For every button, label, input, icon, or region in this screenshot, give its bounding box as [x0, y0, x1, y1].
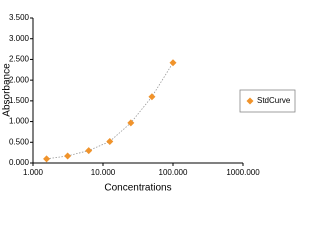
- y-tick-label: 3.000: [9, 34, 30, 43]
- x-tick-label: 1000.000: [226, 168, 260, 177]
- y-axis-label: Absorbance: [2, 63, 13, 117]
- page: Concentrations Absorbance 0.000 0.500 1.00…: [1, 13, 296, 194]
- chart: Concentrations Absorbance 0.000 0.500 1.00…: [1, 13, 296, 194]
- y-tick-label: 2.000: [9, 75, 30, 84]
- y-tick-label: 0.500: [9, 137, 30, 146]
- x-tick-label: 10.000: [91, 168, 116, 177]
- legend-marker: [246, 97, 254, 105]
- legend-label: StdCurve: [257, 96, 291, 105]
- data-point: [85, 147, 93, 155]
- data-point: [106, 137, 114, 145]
- y-tick-label: 1.000: [9, 117, 30, 126]
- y-tick-label: 3.500: [9, 13, 30, 22]
- legend-box: [239, 89, 296, 113]
- y-tick-label: 1.500: [9, 96, 30, 105]
- data-point: [43, 155, 51, 163]
- y-tick-label: 2.500: [9, 55, 30, 64]
- data-point: [148, 93, 156, 101]
- data-point: [169, 59, 177, 67]
- x-tick-label: 1.000: [23, 168, 44, 177]
- data-point: [127, 119, 135, 127]
- y-tick-label: 0.000: [9, 158, 30, 167]
- x-tick-label: 100.000: [159, 168, 188, 177]
- x-axis-label: Concentrations: [104, 183, 171, 194]
- data-point: [64, 152, 72, 160]
